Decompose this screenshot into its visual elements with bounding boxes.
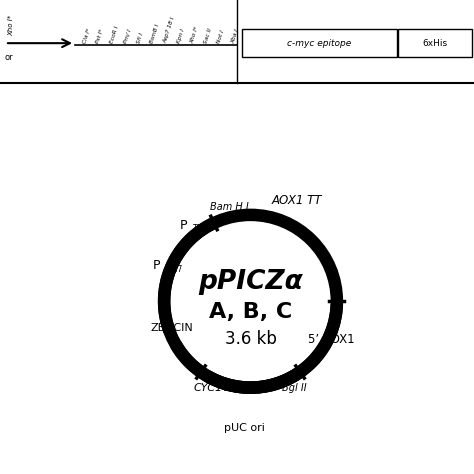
Text: Asp7 18 I: Asp7 18 I (163, 17, 176, 44)
Text: ZEOCIN: ZEOCIN (150, 323, 193, 333)
Text: CYC1TT: CYC1TT (194, 383, 237, 393)
Text: 6xHis: 6xHis (422, 39, 447, 48)
Text: EcoR I: EcoR I (109, 25, 119, 44)
Text: Cla I*: Cla I* (82, 27, 91, 44)
Text: Pm/ I: Pm/ I (122, 28, 132, 44)
Text: 5’ AOX1: 5’ AOX1 (308, 333, 355, 346)
Text: Kpn I: Kpn I (176, 28, 186, 44)
Text: P: P (180, 219, 187, 232)
Text: EM7: EM7 (166, 264, 182, 273)
Text: Pst I*: Pst I* (95, 28, 105, 44)
Text: or: or (5, 53, 14, 62)
Text: Sfi I: Sfi I (136, 32, 144, 44)
Text: BsmB I: BsmB I (149, 23, 160, 44)
Text: Bam H I: Bam H I (210, 202, 249, 212)
Text: c-myc epitope: c-myc epitope (287, 39, 352, 48)
Text: A, B, C: A, B, C (209, 302, 292, 322)
Text: Not I: Not I (217, 29, 226, 44)
Text: pUC ori: pUC ori (224, 422, 264, 433)
Text: 3.6 kb: 3.6 kb (225, 330, 276, 348)
Bar (398, 29, 472, 57)
Text: Xho I*: Xho I* (190, 26, 200, 44)
Text: AOX1 TT: AOX1 TT (272, 194, 322, 208)
Text: P: P (153, 259, 160, 272)
Text: Xba I: Xba I (230, 28, 239, 44)
Text: TEF1: TEF1 (193, 224, 211, 233)
Text: pPICZα: pPICZα (198, 269, 303, 295)
Text: Sac II: Sac II (203, 27, 213, 44)
Bar (242, 29, 397, 57)
Text: Bgl II: Bgl II (283, 383, 307, 393)
Text: Xho I*: Xho I* (8, 15, 14, 36)
